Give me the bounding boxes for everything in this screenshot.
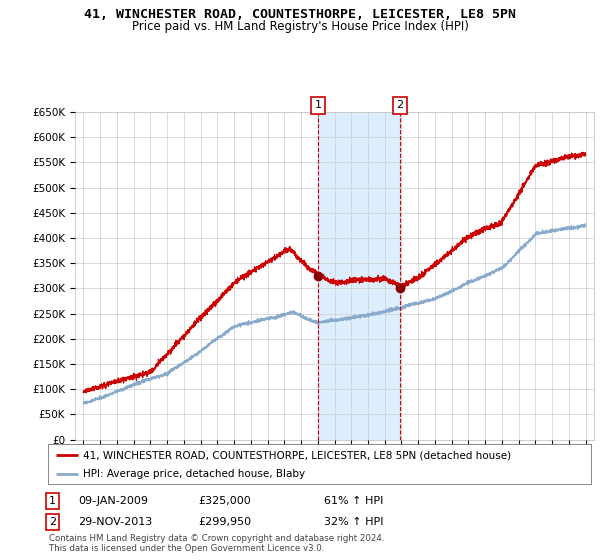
Text: 61% ↑ HPI: 61% ↑ HPI	[324, 496, 383, 506]
Text: £299,950: £299,950	[198, 517, 251, 527]
Text: Contains HM Land Registry data © Crown copyright and database right 2024.
This d: Contains HM Land Registry data © Crown c…	[49, 534, 385, 553]
Text: 09-JAN-2009: 09-JAN-2009	[78, 496, 148, 506]
Text: 1: 1	[315, 100, 322, 110]
Bar	[318, 112, 400, 440]
Text: 29-NOV-2013: 29-NOV-2013	[78, 517, 152, 527]
Text: 41, WINCHESTER ROAD, COUNTESTHORPE, LEICESTER, LE8 5PN: 41, WINCHESTER ROAD, COUNTESTHORPE, LEIC…	[84, 8, 516, 21]
Text: 32% ↑ HPI: 32% ↑ HPI	[324, 517, 383, 527]
Text: £325,000: £325,000	[198, 496, 251, 506]
Text: 2: 2	[397, 100, 404, 110]
Text: 1: 1	[49, 496, 56, 506]
Text: Price paid vs. HM Land Registry's House Price Index (HPI): Price paid vs. HM Land Registry's House …	[131, 20, 469, 32]
Text: HPI: Average price, detached house, Blaby: HPI: Average price, detached house, Blab…	[83, 469, 305, 479]
Text: 2: 2	[49, 517, 56, 527]
Text: 41, WINCHESTER ROAD, COUNTESTHORPE, LEICESTER, LE8 5PN (detached house): 41, WINCHESTER ROAD, COUNTESTHORPE, LEIC…	[83, 450, 511, 460]
